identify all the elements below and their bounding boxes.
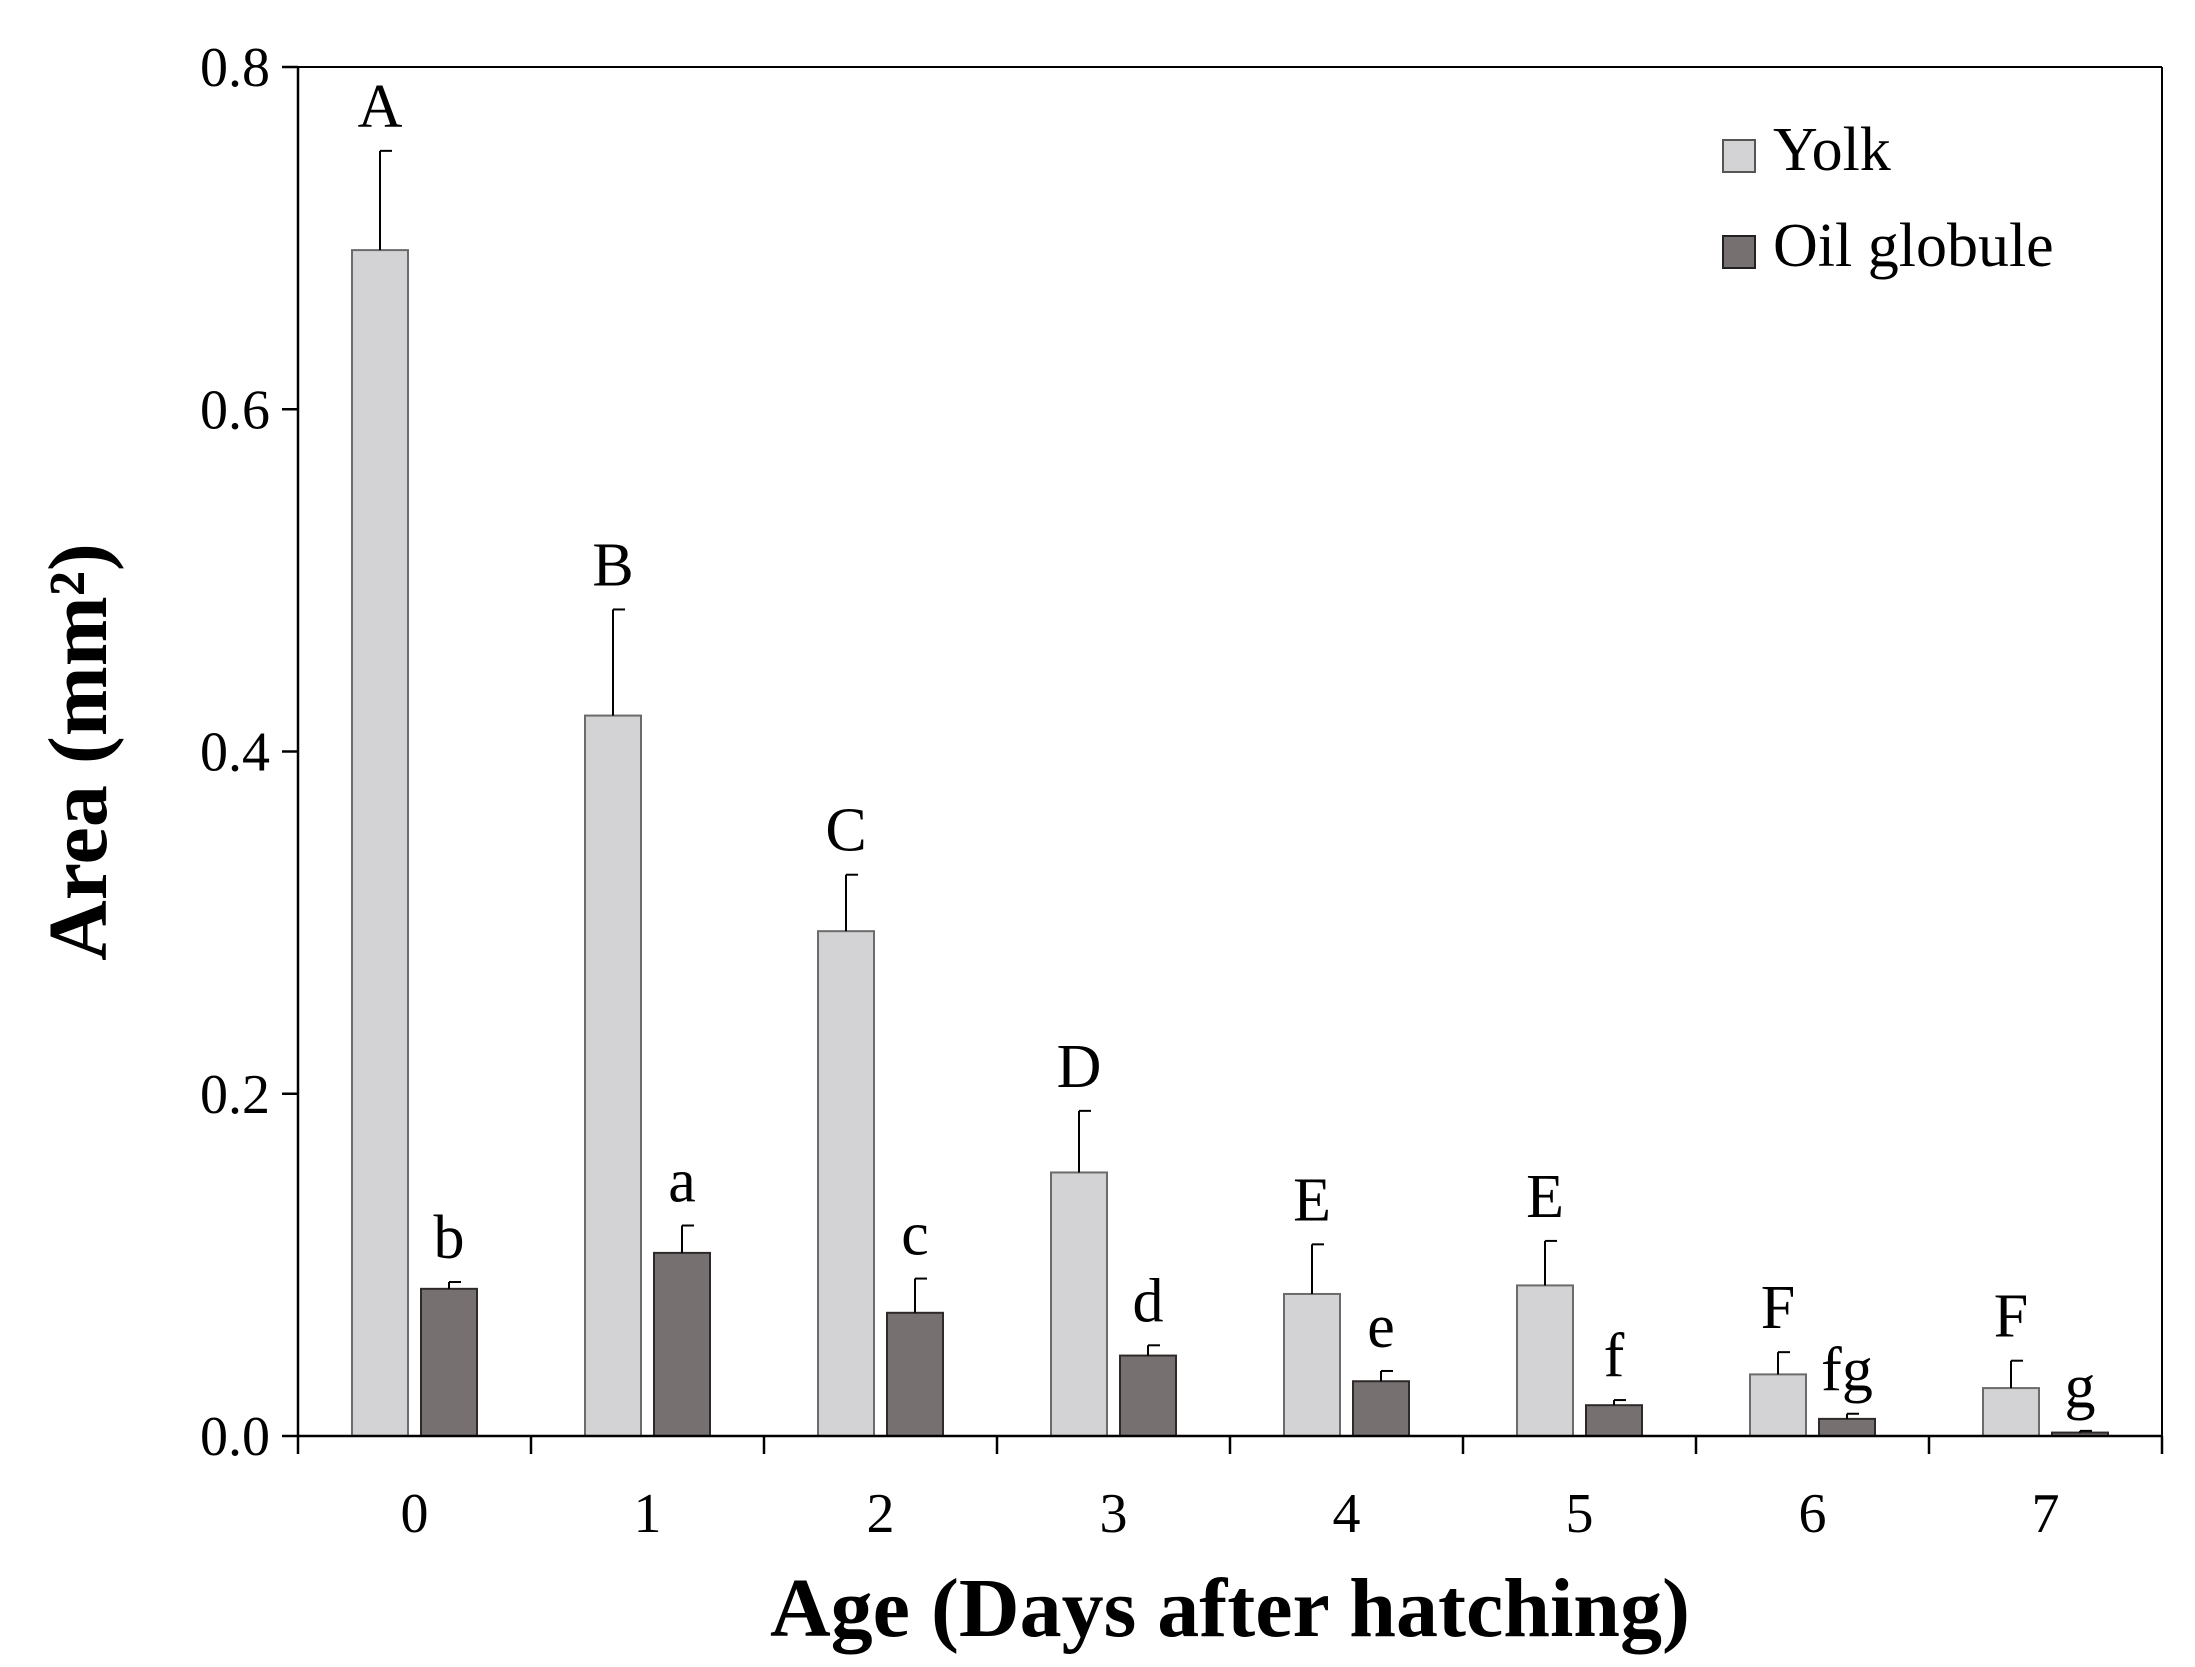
- y-axis-title: Area (mm²): [32, 543, 125, 961]
- yolk-significance-label: C: [825, 797, 866, 865]
- x-axis-title: Age (Days after hatching): [770, 1562, 1690, 1655]
- oil-globule-bar: [420, 1287, 478, 1438]
- oil-globule-bar: [886, 1311, 944, 1438]
- y-axis-ticks: 0.0 0.2 0.4 0.6 0.8: [200, 37, 298, 1468]
- significance-labels: A B C D E E F Fb a c d e f fg g: [358, 73, 2096, 1421]
- x-tick-label: 4: [1333, 1483, 1361, 1545]
- y-tick-label: 0.6: [200, 379, 270, 441]
- yolk-bar: [817, 930, 875, 1438]
- legend-label-yolk: Yolk: [1773, 116, 1891, 184]
- legend-label-oil-globule: Oil globule: [1773, 212, 2054, 280]
- oil-globule-significance-label: b: [434, 1204, 465, 1272]
- x-tick-label: 6: [1799, 1483, 1827, 1545]
- yolk-significance-label: B: [592, 531, 633, 599]
- oil-globule-bar: [1119, 1354, 1177, 1438]
- x-tick-label: 1: [634, 1483, 662, 1545]
- yolk-bar: [1283, 1292, 1341, 1438]
- legend-swatch-oil-globule: [1722, 235, 1756, 269]
- oil-globule-bar: [1352, 1380, 1410, 1437]
- x-tick-label: 2: [867, 1483, 895, 1545]
- yolk-bar: [584, 714, 642, 1437]
- yolk-bar: [1050, 1171, 1108, 1438]
- oil-globule-significance-label: d: [1133, 1267, 1164, 1335]
- y-tick-label: 0.2: [200, 1064, 270, 1126]
- oil-globule-significance-label: g: [2065, 1353, 2096, 1421]
- legend: Yolk Oil globule: [1722, 116, 2054, 280]
- oil-globule-significance-label: fg: [1821, 1336, 1873, 1404]
- oil-globule-significance-label: c: [901, 1201, 929, 1269]
- oil-globule-significance-label: e: [1367, 1293, 1395, 1361]
- yolk-bar: [1749, 1373, 1807, 1438]
- legend-swatch-yolk: [1722, 139, 1756, 173]
- y-tick-label: 0.4: [200, 722, 270, 784]
- oil-globule-significance-label: a: [668, 1148, 696, 1216]
- oil-globule-bar: [653, 1251, 711, 1437]
- yolk-significance-label: A: [358, 73, 403, 141]
- x-tick-label: 3: [1100, 1483, 1128, 1545]
- y-tick-label: 0.8: [200, 37, 270, 99]
- x-tick-label: 0: [401, 1483, 429, 1545]
- yolk-bar: [1516, 1284, 1574, 1438]
- x-tick-label: 5: [1566, 1483, 1594, 1545]
- oil-globule-significance-label: f: [1604, 1322, 1625, 1390]
- x-tick-label: 7: [2032, 1483, 2060, 1545]
- oil-globule-bar: [1818, 1417, 1876, 1437]
- yolk-significance-label: F: [1994, 1283, 2028, 1351]
- yolk-bar: [1982, 1387, 2040, 1437]
- yolk-significance-label: D: [1057, 1033, 1102, 1101]
- oil-globule-bar: [1585, 1404, 1643, 1438]
- yolk-significance-label: F: [1761, 1274, 1795, 1342]
- bars: [351, 149, 2109, 1438]
- y-tick-label: 0.0: [200, 1406, 270, 1468]
- yolk-bar: [351, 249, 409, 1437]
- x-axis-ticks: 0 1 2 3 4 5 6 7: [296, 1436, 2164, 1545]
- yolk-significance-label: E: [1293, 1166, 1331, 1234]
- yolk-significance-label: E: [1526, 1163, 1564, 1231]
